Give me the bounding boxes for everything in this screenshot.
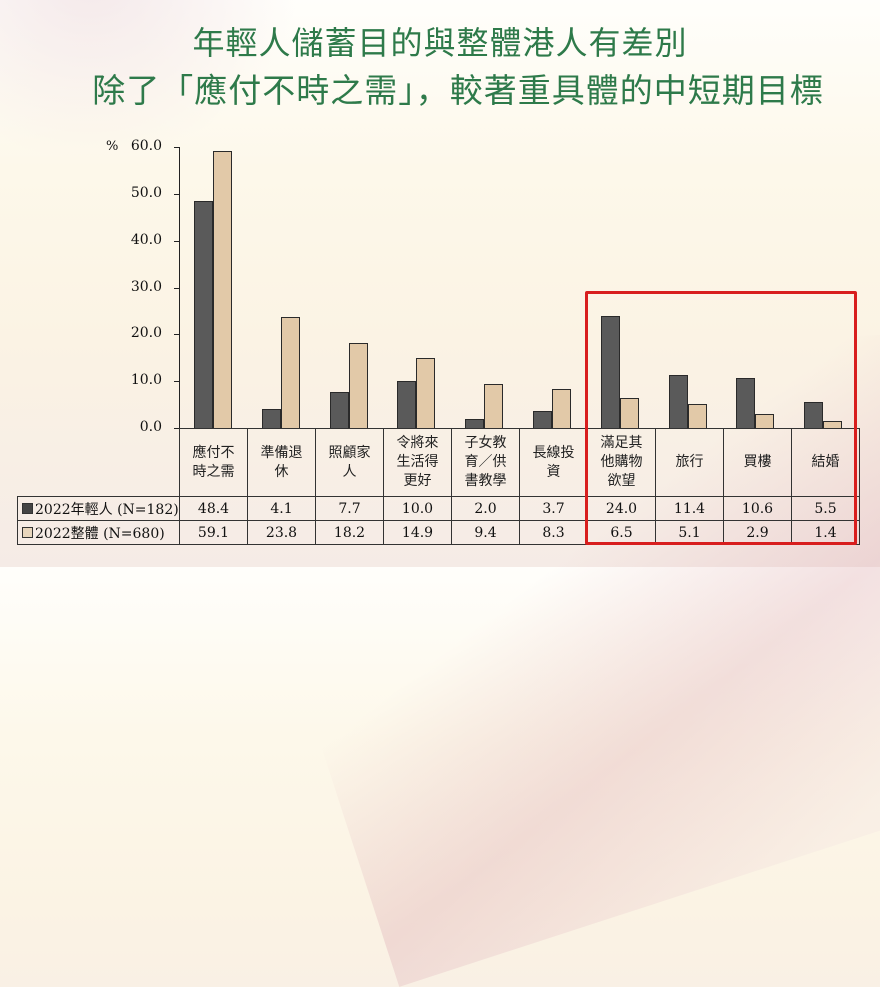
bar-overall — [551, 389, 571, 429]
title-line-1: 年輕人儲蓄目的與整體港人有差別 — [192, 24, 688, 62]
title-line-2: 除了「應付不時之需」，較著重具體的中短期目標 — [92, 71, 824, 110]
category-label-line: 子女教 — [464, 435, 507, 451]
bar-youth — [193, 201, 213, 429]
legend-swatch-beige — [22, 526, 33, 538]
data-table: 應付不 時之需 準備退休照顧家人令將來 生活得 更好 子女教 育／供 書教學 長線投資滿足其 他購… — [17, 428, 860, 545]
value-cell: 1.4 — [791, 520, 860, 545]
category-label-line: 休 — [274, 463, 289, 480]
category-label: 準備退休 — [247, 428, 316, 497]
value-cell: 2.0 — [451, 496, 520, 521]
value-cell: 6.5 — [587, 520, 656, 545]
category-label-line: 長線投 — [532, 444, 575, 461]
bar-youth — [397, 381, 417, 429]
category-label-line: 人 — [342, 463, 357, 480]
category-label: 令將來 生活得 更好 — [383, 428, 452, 497]
bar-overall — [212, 151, 232, 429]
value-cell: 2.9 — [723, 520, 792, 545]
category-label-line: 生活得 — [396, 454, 439, 470]
category-label-line: 照顧家 — [328, 444, 371, 461]
y-tick-mark — [174, 334, 179, 336]
bar-overall — [416, 358, 436, 429]
category-label-line: 滿足其 — [600, 435, 643, 451]
category-label-line: 應付不 — [192, 444, 235, 461]
category-label-line: 欲望 — [607, 473, 636, 489]
category-label-line: 時之需 — [192, 463, 235, 480]
y-tick-mark — [174, 240, 179, 242]
category-label: 長線投資 — [519, 428, 588, 497]
bar-youth — [329, 391, 349, 429]
y-tick-label: 60.0 — [130, 138, 162, 154]
y-tick-label: 30.0 — [130, 278, 162, 295]
y-tick-label: 10.0 — [130, 372, 162, 389]
y-axis — [179, 147, 180, 429]
y-tick-label: 50.0 — [130, 184, 162, 201]
category-label: 子女教育／供書教學 — [451, 428, 520, 497]
category-label-line: 令將來 — [396, 435, 439, 451]
value-cell: 8.3 — [519, 520, 588, 545]
y-tick-mark — [174, 147, 179, 148]
category-label: 滿足其 他購物 欲望 — [587, 428, 656, 497]
y-tick-mark — [174, 381, 179, 383]
legend-series-youth: 2022年輕人 (N=182) — [17, 496, 180, 521]
category-label: 應付不 時之需 — [179, 428, 248, 497]
category-label-line: 結婚 — [811, 454, 840, 470]
category-label: 照顧家人 — [315, 428, 384, 497]
category-label: 結婚 — [791, 428, 860, 497]
value-cell: 10.0 — [383, 496, 452, 521]
bar-youth — [261, 408, 281, 429]
y-tick-mark — [174, 193, 179, 195]
y-axis-unit: % — [106, 139, 119, 154]
bar-overall — [348, 342, 368, 429]
bar-overall — [484, 383, 504, 429]
value-cell: 4.1 — [247, 496, 316, 521]
legend-swatch-dark — [22, 502, 33, 514]
highlight-box — [585, 291, 857, 545]
value-cell: 10.6 — [723, 496, 792, 521]
value-cell: 24.0 — [587, 496, 656, 521]
value-cell: 18.2 — [315, 520, 384, 545]
value-cell: 7.7 — [315, 496, 384, 521]
category-label-line: 他購物 — [600, 454, 643, 470]
y-tick-label: 40.0 — [130, 231, 162, 248]
value-cell: 23.8 — [247, 520, 316, 545]
category-label-line: 買樓 — [743, 454, 772, 470]
bar-youth — [532, 410, 552, 429]
y-tick-mark — [174, 287, 179, 289]
y-tick-label: 20.0 — [130, 325, 162, 342]
table-corner — [17, 428, 180, 497]
value-cell: 3.7 — [519, 496, 588, 521]
category-label-line: 資 — [546, 463, 561, 480]
category-label-line: 育／供 — [464, 454, 507, 470]
value-cell: 9.4 — [451, 520, 520, 545]
value-cell: 14.9 — [383, 520, 452, 545]
value-cell: 48.4 — [179, 496, 248, 521]
bar-overall — [280, 316, 300, 429]
category-label: 旅行 — [655, 428, 724, 497]
category-label-line: 準備退 — [260, 444, 303, 461]
category-label-line: 旅行 — [675, 454, 704, 470]
legend-series-overall: 2022整體 (N=680) — [17, 520, 180, 545]
value-cell: 59.1 — [179, 520, 248, 545]
category-label-line: 書教學 — [464, 473, 507, 489]
category-label-line: 更好 — [403, 473, 432, 489]
